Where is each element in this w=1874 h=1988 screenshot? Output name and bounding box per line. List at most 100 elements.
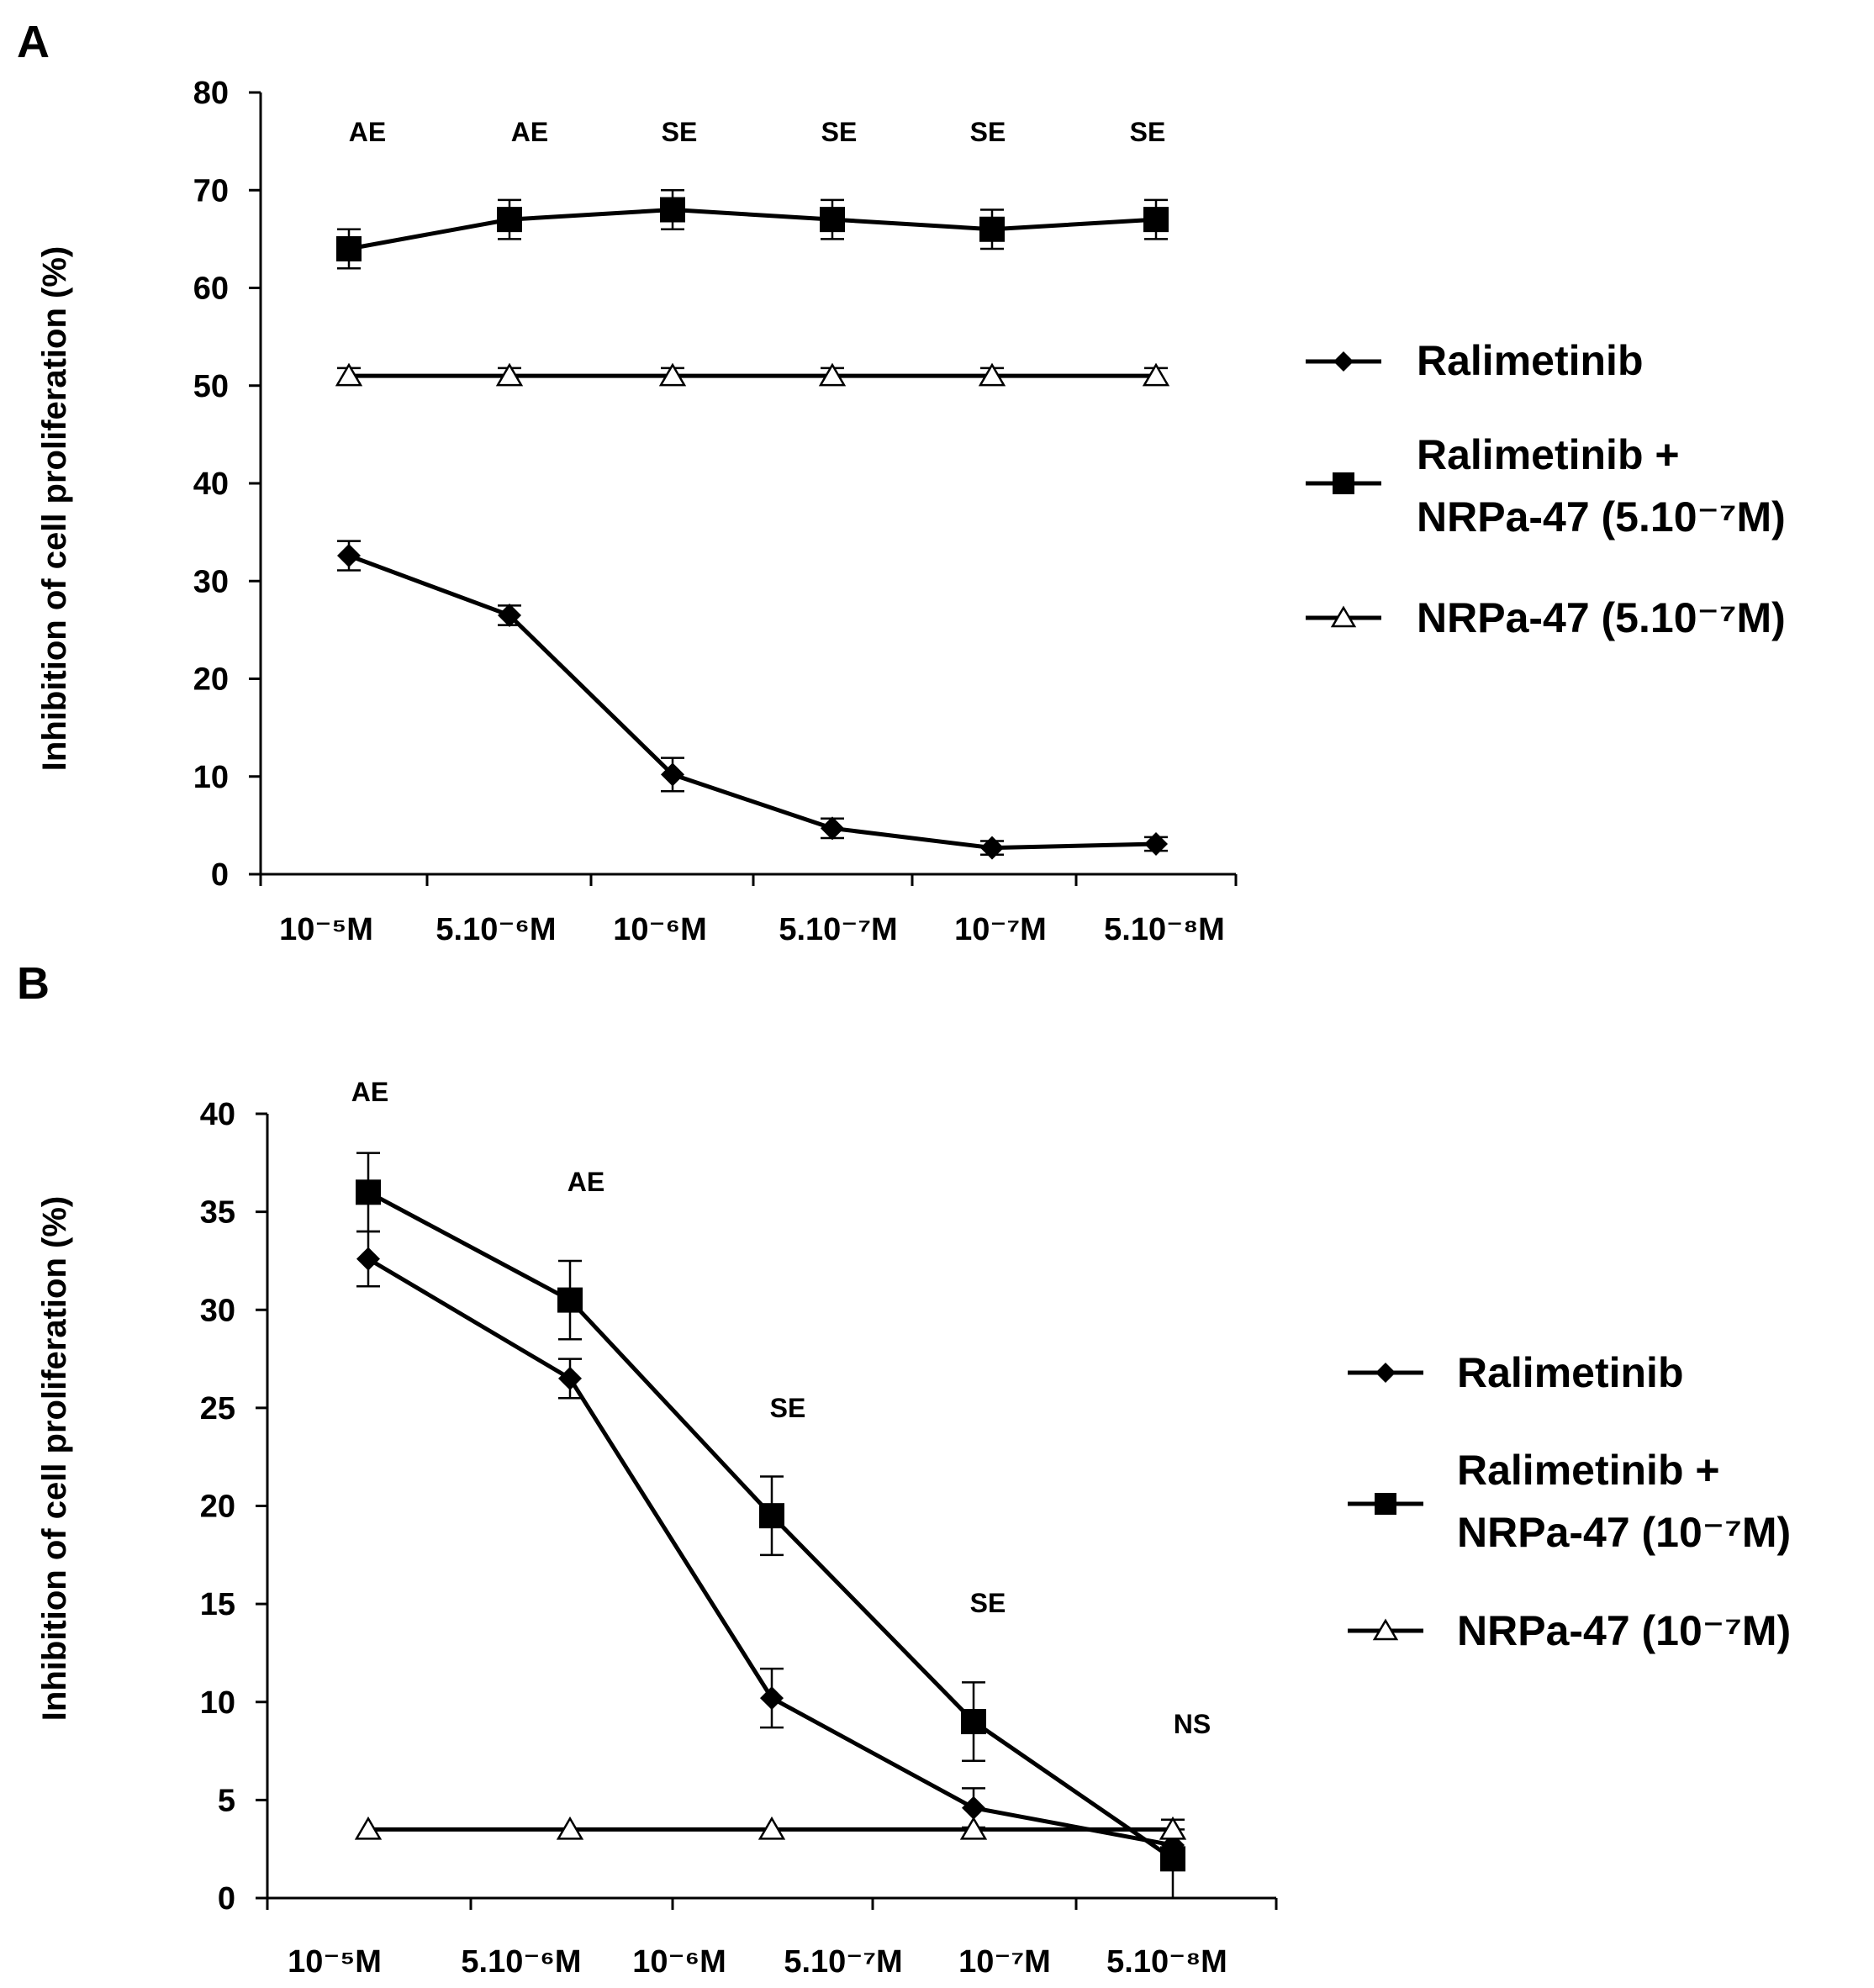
- panel-a-point-nrpa47: [335, 362, 363, 387]
- panel-b-y-tick-label: 15: [200, 1587, 235, 1622]
- panel-b-y-tick-label: 5: [218, 1783, 235, 1818]
- panel-b-point-combination: [1160, 1846, 1185, 1872]
- panel-a-axes: 0 10 20 30 40 50 60 70 80 10⁻⁵M 5.10⁻⁶M 10⁻⁶M 5.10⁻⁷…: [193, 76, 1238, 947]
- legend-b-combo-label-2: NRPa-47 (10⁻⁷M): [1457, 1509, 1791, 1556]
- panel-a-significance-label: SE: [821, 117, 858, 147]
- panel-a-point-nrpa47: [818, 362, 847, 387]
- panel-a-significance-label: SE: [662, 117, 698, 147]
- panel-a-point-ralimetinib: [980, 836, 1004, 860]
- panel-b-significance-label: SE: [970, 1588, 1006, 1618]
- panel-a-point-combination: [820, 207, 845, 233]
- panel-a-point-nrpa47: [495, 362, 524, 387]
- panel-b-significance-label: NS: [1174, 1709, 1211, 1739]
- panel-b-y-tick-label: 0: [218, 1881, 235, 1917]
- panel-a-point-ralimetinib: [661, 762, 684, 787]
- panel-a-x-tick-label: 5.10⁻⁷M: [779, 912, 897, 947]
- legend-a-nrpa-marker: [1330, 605, 1357, 628]
- panel-a-point-combination: [336, 236, 362, 261]
- panel-b-y-tick-label: 10: [200, 1685, 235, 1721]
- panel-a-point-combination: [979, 216, 1005, 242]
- panel-a-point-combination: [660, 197, 685, 223]
- panel-a-series-line-0: [348, 553, 1157, 851]
- panel-b-legend: Ralimetinib Ralimetinib + NRPa-47 (10⁻⁷M…: [1348, 1349, 1791, 1654]
- panel-b-point-ralimetinib: [760, 1686, 784, 1711]
- panel-b-y-tick-label: 20: [200, 1490, 235, 1525]
- panel-b-axes: 0 5 10 15 20 25 30 35 40 10⁻⁵M 5.10⁻⁶M 10⁻⁶M 5.10⁻⁷M…: [200, 1097, 1278, 1980]
- panel-b-y-tick-label: 40: [200, 1097, 235, 1132]
- panel-b-point-combination: [759, 1503, 784, 1529]
- panel-b-series-line-0: [367, 1257, 1174, 1848]
- panel-b-y-tick-label: 35: [200, 1195, 235, 1231]
- panel-b-point-nrpa47: [959, 1816, 988, 1840]
- panel-b-x-tick-label: 10⁻⁵M: [288, 1944, 382, 1980]
- panel-b-x-tick-label: 5.10⁻⁷M: [784, 1944, 902, 1980]
- panel-b-point-combination: [961, 1709, 986, 1735]
- panel-b-point-nrpa47: [758, 1816, 786, 1840]
- panel-b-y-tick-label: 25: [200, 1391, 235, 1426]
- panel-a-y-axis-title: Inhibition of cell proliferation (%): [36, 246, 73, 771]
- panel-a-y-tick-label: 0: [211, 857, 229, 893]
- panel-b-annotations: AE AE SE SE NS: [351, 1077, 1211, 1739]
- panel-a-annotations: AE AE SE SE SE SE: [349, 117, 1166, 147]
- panel-b-point-combination: [557, 1287, 583, 1313]
- panel-a-significance-label: SE: [1130, 117, 1166, 147]
- panel-a-series: [335, 189, 1170, 860]
- panel-b-y-tick-label: 30: [200, 1293, 235, 1328]
- panel-a-x-tick-label: 5.10⁻⁶M: [436, 912, 556, 947]
- legend-b-ralimetinib-marker: [1375, 1363, 1396, 1383]
- panel-b-point-nrpa47: [1159, 1816, 1187, 1840]
- panel-b-point-combination: [356, 1179, 381, 1205]
- panel-a-x-tick-label: 10⁻⁷M: [954, 912, 1047, 947]
- panel-a-label: A: [17, 17, 50, 67]
- panel-a-x-tick-label: 10⁻⁶M: [613, 912, 706, 947]
- panel-a-y-tick-label: 40: [193, 467, 229, 502]
- panel-a-y-tick-label: 70: [193, 173, 229, 208]
- panel-a-point-ralimetinib: [498, 603, 521, 627]
- legend-a-combo-label-2: NRPa-47 (5.10⁻⁷M): [1417, 493, 1786, 541]
- panel-a-y-tick-label: 60: [193, 272, 229, 307]
- legend-a-combo-label-1: Ralimetinib +: [1417, 431, 1680, 478]
- legend-b-combo-marker: [1375, 1493, 1396, 1515]
- panel-b-point-ralimetinib: [962, 1796, 985, 1820]
- panel-a-significance-label: SE: [970, 117, 1006, 147]
- panel-b-point-nrpa47: [354, 1816, 383, 1840]
- panel-a-point-ralimetinib: [821, 816, 844, 841]
- panel-a-point-combination: [1143, 207, 1169, 233]
- panel-a-point-nrpa47: [978, 362, 1006, 387]
- panel-b-y-axis-title: Inhibition of cell proliferation (%): [36, 1196, 73, 1721]
- panel-a-y-tick-label: 30: [193, 564, 229, 599]
- panel-b-x-tick-label: 10⁻⁷M: [958, 1944, 1051, 1980]
- panel-b-series: [354, 1152, 1187, 1900]
- panel-b-x-tick-label: 5.10⁻⁸M: [1106, 1944, 1227, 1980]
- panel-b-x-tick-label: 10⁻⁶M: [632, 1944, 726, 1980]
- legend-b-nrpa-label: NRPa-47 (10⁻⁷M): [1457, 1607, 1791, 1654]
- panel-a-point-ralimetinib: [337, 544, 361, 568]
- panel-b-point-nrpa47: [556, 1816, 584, 1840]
- panel-a-y-tick-label: 50: [193, 369, 229, 404]
- panel-a-series-line-1: [348, 207, 1157, 251]
- panel-b: B Inhibition of cell proliferation (%) 0…: [17, 958, 1791, 1980]
- panel-b-significance-label: AE: [351, 1077, 388, 1107]
- legend-a-ralimetinib-label: Ralimetinib: [1417, 337, 1643, 384]
- legend-b-nrpa-marker: [1372, 1618, 1399, 1641]
- legend-a-nrpa-label: NRPa-47 (5.10⁻⁷M): [1417, 594, 1786, 641]
- legend-a-ralimetinib-marker: [1333, 351, 1354, 372]
- panel-b-significance-label: SE: [770, 1393, 806, 1423]
- panel-a: A Inhibition of cell proliferation (%) 0…: [17, 17, 1786, 947]
- panel-a-point-combination: [497, 207, 522, 233]
- legend-b-combo-label-1: Ralimetinib +: [1457, 1447, 1720, 1494]
- panel-a-legend: Ralimetinib Ralimetinib + NRPa-47 (5.10⁻…: [1306, 337, 1786, 641]
- panel-b-point-ralimetinib: [356, 1247, 380, 1271]
- panel-a-significance-label: AE: [511, 117, 548, 147]
- panel-b-label: B: [17, 958, 50, 1009]
- panel-a-x-tick-label: 10⁻⁵M: [279, 912, 373, 947]
- panel-a-y-tick-label: 80: [193, 76, 229, 111]
- legend-b-ralimetinib-label: Ralimetinib: [1457, 1349, 1683, 1396]
- panel-a-x-tick-label: 5.10⁻⁸M: [1104, 912, 1225, 947]
- legend-a-combo-marker: [1333, 472, 1354, 494]
- panel-a-point-ralimetinib: [1144, 831, 1168, 856]
- panel-b-x-tick-label: 5.10⁻⁶M: [461, 1944, 581, 1980]
- panel-a-significance-label: AE: [349, 117, 386, 147]
- panel-a-y-tick-label: 10: [193, 760, 229, 795]
